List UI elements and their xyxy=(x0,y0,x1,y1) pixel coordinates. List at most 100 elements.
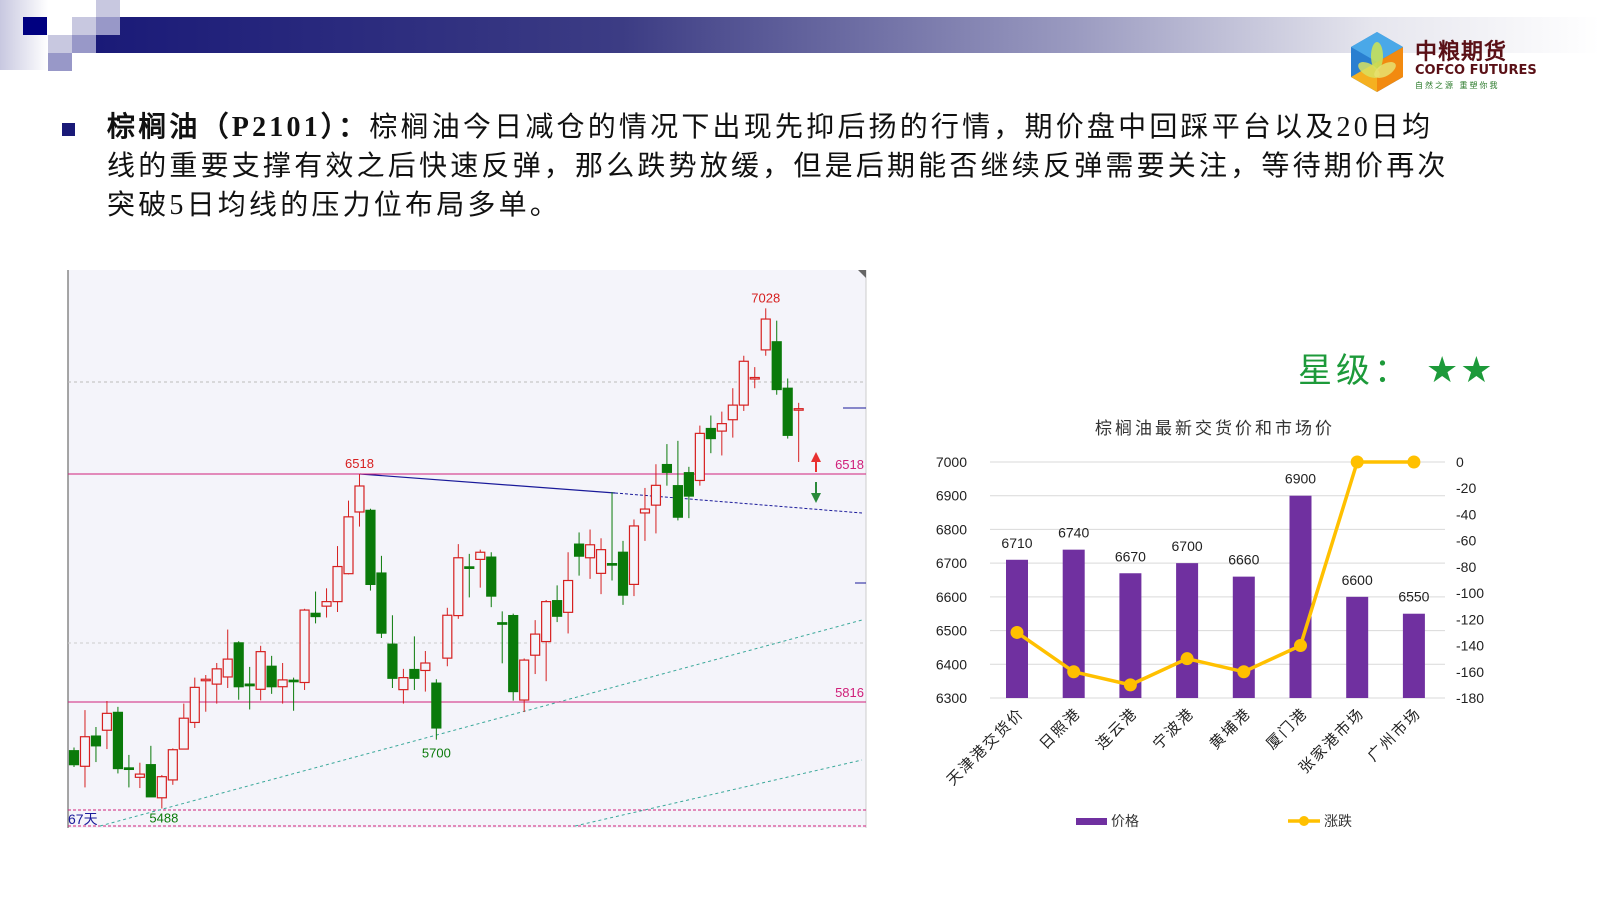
candle xyxy=(541,599,552,682)
header-square xyxy=(48,35,72,53)
candle-body xyxy=(628,525,640,586)
x-category-label: 宁波港 xyxy=(1150,705,1198,753)
candle xyxy=(178,703,189,750)
y-right-tick: -40 xyxy=(1456,506,1476,522)
level-label: 6518 xyxy=(835,457,864,472)
down-arrow-icon xyxy=(811,482,821,503)
candle xyxy=(376,555,387,638)
price-bar xyxy=(1176,563,1199,698)
candle xyxy=(442,607,453,667)
candle xyxy=(255,645,266,701)
change-point xyxy=(1180,652,1194,666)
candle xyxy=(519,658,530,713)
price-annotation: 6518 xyxy=(345,456,374,471)
commentary-line-2: 线的重要支撑有效之后快速反弹，那么跌势放缓，但是后期能否继续反弹需要关注，等待期… xyxy=(107,151,1449,182)
candle xyxy=(266,655,277,694)
price-annotation: 7028 xyxy=(751,290,780,305)
bar-data-label: 6660 xyxy=(1228,552,1259,568)
header-square xyxy=(96,0,120,18)
candle xyxy=(365,508,376,591)
candle-body xyxy=(464,566,475,569)
header-square xyxy=(23,17,47,35)
legend-line-label: 涨跌 xyxy=(1324,813,1352,829)
candle-body xyxy=(672,485,684,518)
candle-body xyxy=(398,677,409,691)
candle xyxy=(321,588,332,618)
logo-slogan: 自然之源 重塑你我 xyxy=(1415,81,1500,90)
candle-body xyxy=(541,601,552,643)
candle xyxy=(497,611,508,664)
period-label: 67天 xyxy=(68,811,98,827)
candle-body xyxy=(167,749,178,781)
candle xyxy=(222,629,233,689)
candle-body xyxy=(683,472,694,497)
candle-body xyxy=(145,764,156,798)
candle xyxy=(332,546,343,613)
candle xyxy=(738,355,749,411)
candle-body xyxy=(211,668,222,685)
candle xyxy=(508,613,519,701)
candle xyxy=(749,367,760,389)
price-bar xyxy=(1119,573,1142,698)
price-bar xyxy=(1289,495,1312,698)
candle xyxy=(145,745,156,798)
candle-body xyxy=(573,543,585,557)
candle xyxy=(486,552,497,608)
candle-body xyxy=(453,557,464,617)
candle xyxy=(760,308,771,356)
trendline-support-lower xyxy=(574,759,863,827)
candle-body xyxy=(101,712,113,731)
candle-body xyxy=(200,678,211,682)
y-right-tick: -100 xyxy=(1456,585,1484,601)
x-category-label: 天津港交货价 xyxy=(943,704,1028,789)
y-right-tick: -180 xyxy=(1456,690,1484,706)
candle-body xyxy=(299,609,310,684)
candle-body xyxy=(409,668,420,679)
candle-body xyxy=(562,579,574,613)
star-icons: ★★ xyxy=(1426,350,1495,391)
candle xyxy=(782,378,793,439)
candle xyxy=(606,492,618,581)
candle-body xyxy=(79,736,91,767)
x-category-label: 广州市场 xyxy=(1365,705,1425,765)
candle-body xyxy=(123,767,135,771)
candle xyxy=(79,710,91,788)
x-category-label: 日照港 xyxy=(1036,705,1084,753)
candle-body xyxy=(694,432,705,482)
candle-body xyxy=(310,612,321,618)
commentary-line-1-text: 棕榈油今日减仓的情况下出现先抑后扬的行情，期价盘中回踩平台以及20日均 xyxy=(369,112,1434,143)
candle xyxy=(156,775,167,809)
candle xyxy=(694,425,705,486)
candle xyxy=(200,675,211,712)
header-square xyxy=(96,17,120,35)
candle xyxy=(123,754,135,788)
candle-body xyxy=(782,387,793,436)
x-category-label: 厦门港 xyxy=(1263,705,1311,753)
change-point xyxy=(1123,678,1137,692)
candle-body xyxy=(376,572,387,634)
candle xyxy=(431,679,442,740)
candle-body xyxy=(134,773,145,778)
candle xyxy=(101,701,113,750)
trendline-resistance xyxy=(359,473,616,494)
bullet-icon xyxy=(62,123,75,136)
candle-body xyxy=(661,463,673,473)
candle-body xyxy=(617,551,629,596)
change-point xyxy=(1237,665,1251,679)
candle xyxy=(595,538,607,595)
candle xyxy=(716,411,727,456)
logo-text-cn: 中粮期货 xyxy=(1415,40,1508,65)
candle xyxy=(727,388,738,438)
candle-body xyxy=(233,642,244,688)
x-category-label: 黄埔港 xyxy=(1207,705,1255,753)
candle-body xyxy=(321,601,332,607)
candle-body xyxy=(365,509,376,586)
candle-body xyxy=(68,750,80,766)
candle-body xyxy=(793,408,804,411)
header-square xyxy=(0,0,48,70)
rating-label: 星级： xyxy=(1298,353,1412,390)
price-annotation: 5700 xyxy=(422,746,451,761)
candle-body xyxy=(595,549,607,574)
candle-body xyxy=(222,658,233,678)
bar-data-label: 6740 xyxy=(1058,525,1089,541)
